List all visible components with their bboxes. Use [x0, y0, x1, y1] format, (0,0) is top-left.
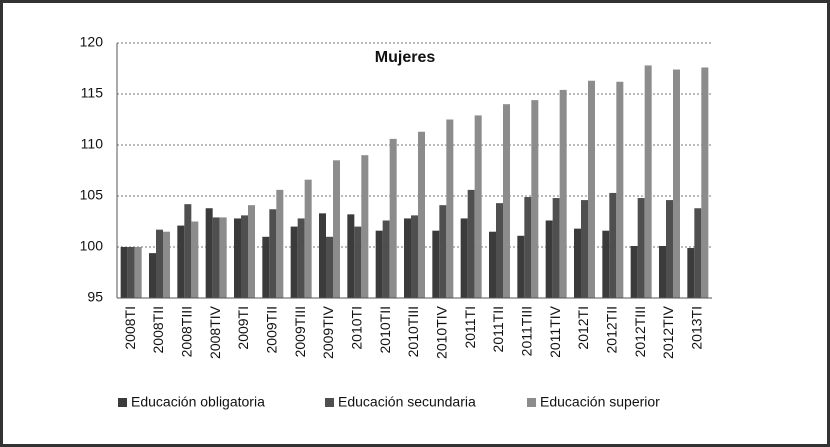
y-tick-label: 120 — [80, 34, 104, 50]
bar — [212, 217, 220, 298]
bar — [552, 198, 560, 298]
bar — [333, 160, 340, 298]
x-tick-label: 2008TI — [122, 306, 138, 350]
y-tick-label: 105 — [80, 187, 104, 203]
y-tick-label: 110 — [81, 136, 104, 152]
x-tick-label: 2009TII — [264, 306, 280, 353]
bar — [673, 69, 680, 299]
legend-label: Educación obligatoria — [131, 394, 265, 410]
bar — [248, 205, 255, 298]
x-tick-label: 2010TIII — [405, 306, 421, 357]
x-tick-label: 2012TI — [575, 306, 591, 350]
bar — [276, 189, 284, 298]
bar — [134, 247, 142, 298]
x-tick-label: 2008TIII — [179, 306, 195, 357]
bar — [467, 189, 475, 298]
x-tick-label: 2008TII — [150, 306, 166, 353]
bar — [184, 204, 192, 298]
bar — [503, 104, 510, 298]
bar — [517, 235, 525, 298]
bar — [432, 230, 440, 298]
bar — [418, 131, 425, 298]
x-tick-label: 2010TII — [377, 306, 393, 353]
bar — [304, 179, 312, 298]
x-tick-label: 2008TIV — [207, 305, 223, 359]
x-tick-label: 2011TIII — [519, 306, 535, 356]
bar — [545, 220, 553, 298]
x-tick-label: 2012TIII — [632, 306, 648, 357]
x-tick-label: 2013TI — [689, 306, 705, 350]
bar — [489, 231, 496, 298]
legend-swatch — [118, 398, 127, 407]
x-tick-label: 2009TIV — [320, 305, 336, 359]
bar — [120, 247, 128, 298]
x-tick-label: 2012TIV — [660, 305, 676, 359]
bar — [574, 228, 581, 298]
bar — [149, 253, 156, 298]
bar — [389, 138, 397, 298]
legend-label: Educación secundaria — [338, 394, 476, 410]
bar — [694, 208, 702, 298]
bar — [163, 231, 170, 298]
x-tick-label: 2011TI — [462, 306, 478, 349]
x-tick-label: 2011TII — [490, 306, 506, 352]
x-tick-label: 2010TIV — [434, 305, 450, 359]
bar — [241, 215, 248, 298]
bar — [659, 245, 666, 298]
bar — [446, 119, 454, 298]
y-tick-label: 95 — [87, 289, 103, 305]
bar — [666, 200, 673, 298]
bar — [127, 247, 135, 298]
legend-label: Educación superior — [540, 394, 660, 410]
bar — [644, 65, 652, 298]
bar — [524, 197, 532, 298]
y-tick-label: 115 — [81, 85, 104, 101]
x-tick-label: 2009TIII — [292, 306, 308, 357]
bar — [411, 215, 418, 298]
bar — [630, 245, 638, 298]
bar — [177, 225, 185, 298]
bar — [531, 100, 539, 299]
bar — [319, 213, 326, 298]
bar — [347, 214, 355, 298]
bar — [609, 192, 617, 298]
bar — [354, 226, 362, 298]
bar — [205, 208, 213, 298]
bar — [382, 220, 390, 298]
bar — [156, 229, 163, 298]
bar — [290, 226, 298, 298]
bar — [581, 200, 588, 298]
bar — [375, 230, 383, 298]
bar — [460, 218, 468, 298]
bar — [439, 205, 447, 298]
x-tick-label: 2009TI — [235, 306, 251, 350]
x-tick-label: 2010TI — [349, 306, 365, 350]
bar — [496, 203, 503, 298]
chart-title: Mujeres — [375, 49, 436, 66]
bar — [559, 89, 567, 298]
bar — [219, 217, 227, 298]
bar — [701, 67, 709, 298]
bar — [404, 218, 411, 298]
y-tick-label: 100 — [80, 238, 104, 254]
bar — [269, 209, 277, 298]
bar — [262, 236, 270, 298]
x-tick-label: 2011TIV — [547, 305, 563, 358]
bar — [297, 218, 305, 298]
bar — [616, 81, 624, 298]
bar — [191, 221, 199, 298]
bar — [588, 80, 595, 299]
bar — [602, 230, 610, 298]
bar — [361, 155, 369, 298]
legend-swatch — [527, 398, 536, 407]
bar — [637, 198, 645, 298]
legend-swatch — [325, 398, 334, 407]
bar — [326, 236, 333, 298]
x-tick-label: 2012TII — [604, 306, 620, 353]
bar — [234, 218, 241, 298]
bar — [687, 248, 695, 298]
bar — [474, 115, 482, 298]
